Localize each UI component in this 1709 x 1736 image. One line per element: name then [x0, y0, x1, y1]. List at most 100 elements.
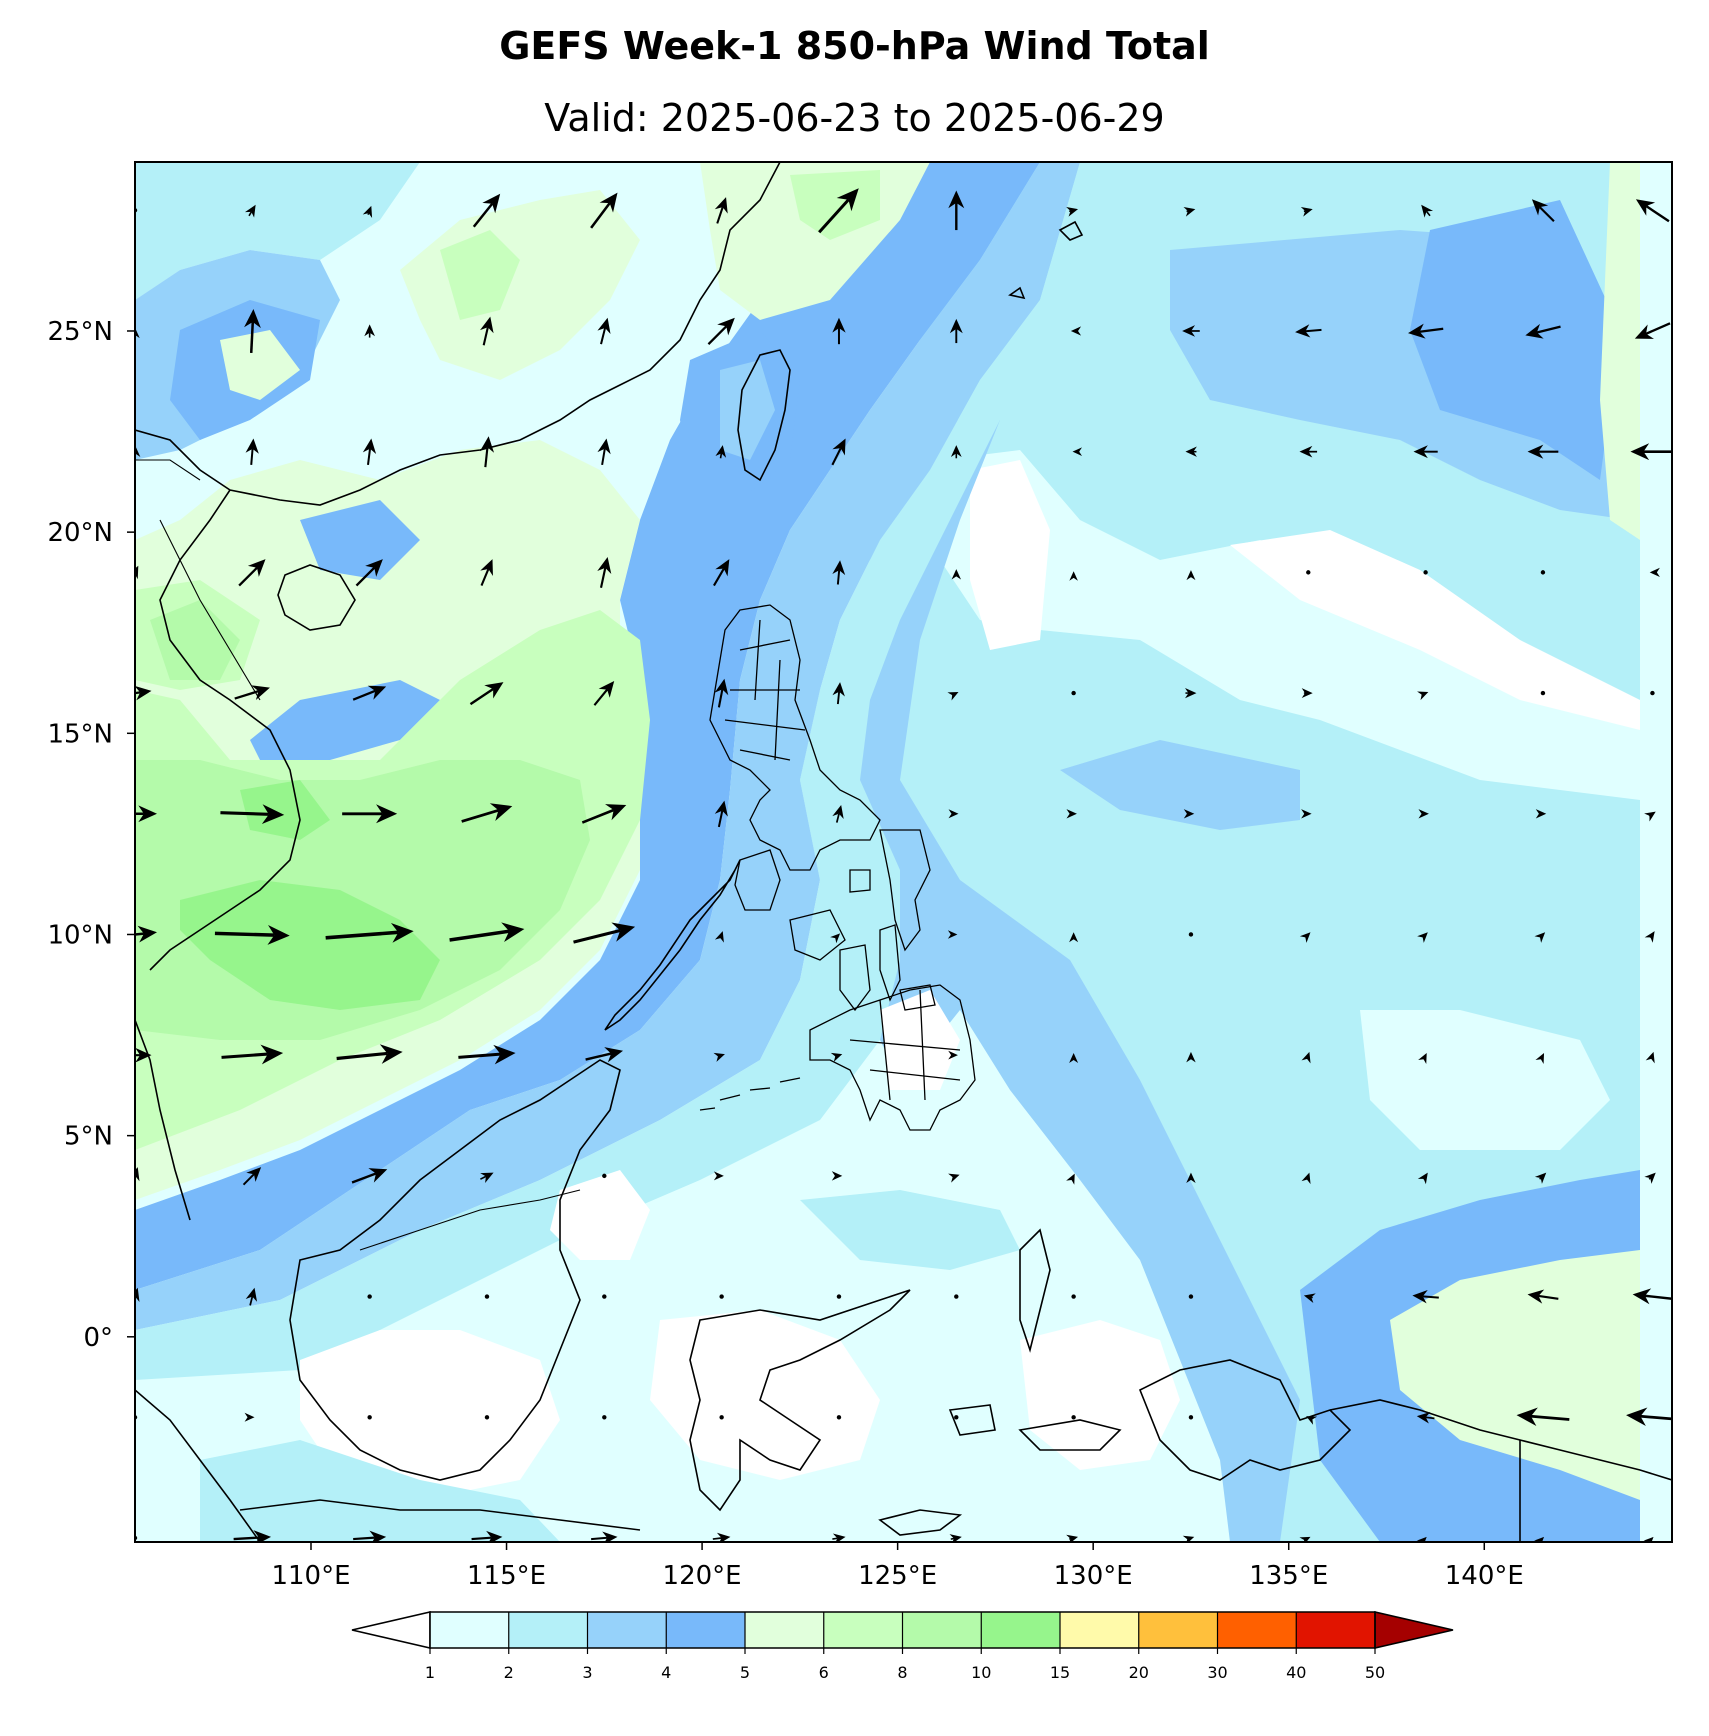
- shade-green-northeast: [1600, 162, 1640, 540]
- colorbar-box: [1060, 1612, 1139, 1648]
- wind-vector: [1644, 1172, 1656, 1184]
- wind-vector: [1301, 1172, 1311, 1185]
- wind-vector: [135, 1167, 140, 1182]
- wind-vector: [818, 188, 859, 234]
- plot-area: [135, 162, 1672, 1542]
- wind-vector: [1299, 1536, 1311, 1542]
- lon-tick-label: 125°E: [858, 1561, 937, 1591]
- wind-vector: [242, 1167, 262, 1186]
- wind-vector: [1185, 446, 1197, 457]
- colorbar-label: 20: [1129, 1663, 1149, 1682]
- wind-vector: [461, 803, 513, 823]
- wind-vector: [830, 933, 841, 944]
- shade-calm-east-luzon-3: [1230, 530, 1640, 730]
- wind-vector: [1072, 447, 1083, 456]
- wind-vector: [719, 1415, 724, 1420]
- provinces-mindanao: [849, 989, 961, 1101]
- wind-vector: [471, 1530, 503, 1542]
- wind-vector: [1525, 323, 1561, 339]
- wind-vector: [1188, 932, 1194, 937]
- wind-vector: [336, 1044, 403, 1064]
- colorbar-box: [587, 1612, 667, 1648]
- wind-vector: [355, 559, 383, 587]
- wind-vector: [1066, 1534, 1079, 1542]
- colorbar-label: 1: [425, 1663, 435, 1682]
- wind-vector: [1423, 570, 1428, 575]
- colorbar-box: [1138, 1612, 1218, 1648]
- wind-vector: [1301, 688, 1313, 698]
- shade-calm-sulu: [550, 1170, 650, 1260]
- wind-vector: [1183, 809, 1195, 819]
- latitude-axis: 25°N 20°N 15°N 10°N 5°N 0°: [47, 317, 135, 1353]
- wind-vector: [1417, 691, 1429, 701]
- wind-vector: [469, 682, 504, 706]
- wind-vector: [135, 1287, 140, 1302]
- wind-vector: [590, 192, 618, 229]
- wind-vector: [1303, 1293, 1316, 1303]
- colorbar-box: [666, 1612, 745, 1648]
- wind-vector: [362, 438, 377, 466]
- wind-vector: [480, 316, 494, 346]
- wind-vector: [832, 804, 844, 823]
- wind-vector: [1069, 571, 1078, 581]
- wind-vector: [480, 559, 493, 586]
- colorbar-label: 8: [897, 1663, 907, 1682]
- wind-vector: [214, 925, 290, 945]
- wind-vector: [1071, 1294, 1076, 1299]
- wind-vector: [1531, 199, 1555, 223]
- wind-vector: [1066, 1173, 1075, 1185]
- wind-speed-shading: [135, 162, 1640, 1542]
- wind-vector: [1301, 809, 1312, 819]
- wind-vector: [1069, 1052, 1079, 1063]
- coastlines: [135, 162, 1672, 1542]
- wind-vector: [1070, 326, 1082, 336]
- shade-3-4-band-south: [1060, 740, 1300, 830]
- wind-vector: [1418, 809, 1429, 819]
- wind-vector: [1534, 1172, 1547, 1184]
- wind-vector: [714, 197, 728, 224]
- wind-vector: [135, 445, 141, 459]
- coastline-taiwan: [737, 349, 791, 482]
- wind-vector: [1644, 931, 1655, 943]
- wind-vector: [1418, 1052, 1427, 1065]
- wind-vector: [832, 560, 846, 585]
- wind-vector: [836, 1294, 842, 1299]
- shade-calm-sulawesi: [650, 1310, 880, 1480]
- wind-vector: [135, 327, 140, 339]
- lon-tick-label: 110°E: [271, 1561, 350, 1591]
- wind-vector: [832, 1533, 846, 1542]
- wind-vector: [948, 1050, 958, 1060]
- wind-vector: [221, 1044, 284, 1065]
- wind-vector: [597, 438, 611, 466]
- wind-vector: [1185, 687, 1197, 699]
- coastline-halmahera: [1019, 1228, 1051, 1353]
- wind-vector: [951, 569, 962, 580]
- wind-vector: [245, 438, 259, 465]
- shade-4-5-north-pacific: [1410, 200, 1620, 480]
- wind-vector: [325, 922, 414, 943]
- wind-vector: [362, 205, 373, 218]
- colorbar-over: [1374, 1611, 1454, 1649]
- wind-vector: [1071, 1415, 1076, 1420]
- shade-calm-mindanao: [880, 990, 960, 1090]
- shade-2-3-north-corner: [135, 162, 420, 300]
- lat-tick-label: 0°: [83, 1323, 113, 1353]
- wind-vector: [950, 445, 962, 459]
- shade-5-6-northwest: [220, 330, 300, 400]
- shade-6-8-north-china: [440, 230, 520, 320]
- wind-vector: [479, 436, 495, 468]
- lat-tick-label: 5°N: [64, 1122, 113, 1152]
- wind-vector: [1527, 444, 1559, 459]
- wind-vector: [954, 1415, 959, 1420]
- wind-vector: [449, 922, 525, 942]
- wind-vector: [364, 324, 376, 338]
- wind-vector: [135, 685, 152, 701]
- country-borders: [135, 459, 581, 1251]
- wind-vector: [713, 1052, 725, 1062]
- coastline-samar-leyte: [879, 829, 931, 952]
- wind-vector: [238, 559, 266, 587]
- shade-4-5-corridor: [135, 162, 1040, 1290]
- wind-vector: [352, 685, 387, 701]
- wind-vector: [954, 1294, 959, 1299]
- shade-3-4-trough: [800, 420, 1300, 1542]
